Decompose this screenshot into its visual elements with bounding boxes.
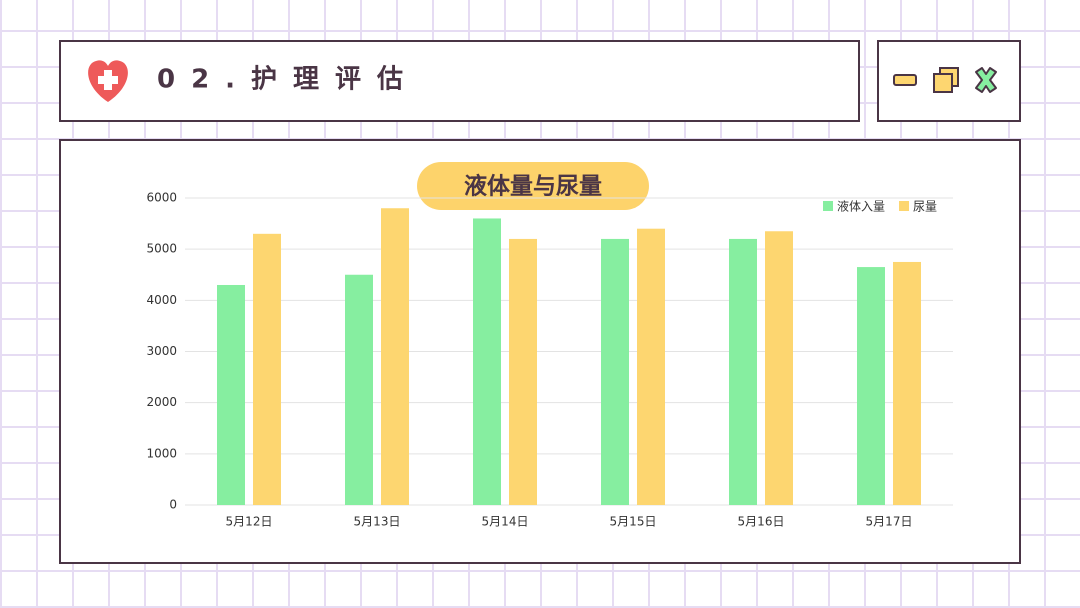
y-tick-label: 6000 <box>146 191 177 205</box>
x-tick-label: 5月14日 <box>482 515 529 529</box>
bar <box>473 218 501 505</box>
bar <box>253 233 281 506</box>
x-tick-label: 5月12日 <box>226 515 273 529</box>
y-tick-label: 5000 <box>146 242 177 256</box>
y-tick-label: 2000 <box>146 395 177 409</box>
x-tick-label: 5月15日 <box>610 515 657 529</box>
chart-title: 液体量与尿量 <box>464 173 602 200</box>
bar <box>857 267 885 505</box>
header-title: 02.护理评估 <box>157 65 419 95</box>
bar <box>601 238 629 505</box>
bar <box>381 208 409 505</box>
x-tick-label: 5月13日 <box>354 515 401 529</box>
heart-icon <box>88 60 128 102</box>
bar <box>729 238 757 505</box>
close-button[interactable] <box>975 67 997 93</box>
y-tick-label: 3000 <box>146 344 177 358</box>
y-tick-label: 1000 <box>146 446 177 460</box>
bar <box>217 284 245 505</box>
legend-label: 液体入量 <box>837 199 885 214</box>
bar <box>345 274 373 505</box>
legend-label: 尿量 <box>913 200 937 214</box>
legend-swatch <box>823 201 833 211</box>
header-box <box>59 40 860 122</box>
bar <box>509 238 537 505</box>
y-tick-label: 4000 <box>146 293 177 307</box>
x-tick-label: 5月16日 <box>738 515 785 529</box>
restore-button[interactable] <box>933 67 959 93</box>
minimize-button[interactable] <box>893 74 917 86</box>
bar <box>893 261 921 505</box>
bar <box>765 231 793 505</box>
bar <box>637 228 665 505</box>
y-tick-label: 0 <box>169 498 177 512</box>
legend-swatch <box>899 201 910 211</box>
x-tick-label: 5月17日 <box>866 515 913 529</box>
